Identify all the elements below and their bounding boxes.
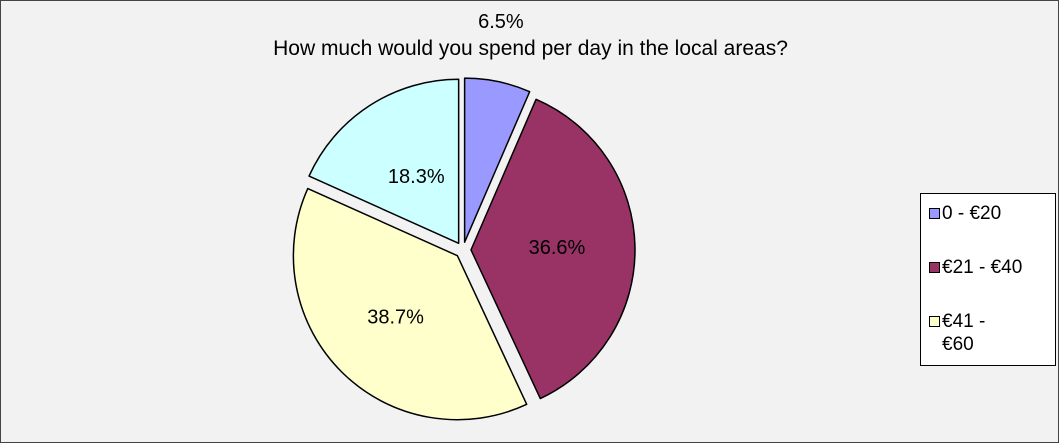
slice-label-unlabeled: 18.3%: [388, 166, 445, 188]
slice-label-41-60: 38.7%: [367, 307, 424, 329]
slice-label-0-20: 6.5%: [478, 11, 524, 33]
legend-swatch-21-40: [929, 262, 940, 273]
slice-labels: 6.5% 36.6% 38.7% 18.3%: [367, 11, 585, 328]
legend-label-0-20: 0 - €20: [942, 203, 1002, 224]
pie-slice-41-60: [292, 187, 528, 421]
legend-item-41-60: €41 - €60: [929, 310, 1051, 356]
legend-item-0-20: 0 - €20: [929, 202, 1051, 225]
legend-label-41-60: €41 - €60: [942, 311, 986, 355]
pie-slice-0-20: [463, 77, 531, 243]
pie-slice-21-40: [470, 98, 636, 400]
legend-item-21-40: €21 - €40: [929, 256, 1051, 279]
pie-slice-unlabeled: [308, 78, 460, 245]
legend-swatch-41-60: [929, 316, 940, 327]
slice-label-21-40: 36.6%: [529, 237, 586, 259]
legend: 0 - €20 €21 - €40 €41 - €60: [920, 193, 1056, 366]
pie-slices: [292, 77, 636, 421]
chart-title: How much would you spend per day in the …: [273, 37, 788, 60]
legend-label-21-40: €21 - €40: [942, 257, 1023, 278]
legend-swatch-0-20: [929, 208, 940, 219]
